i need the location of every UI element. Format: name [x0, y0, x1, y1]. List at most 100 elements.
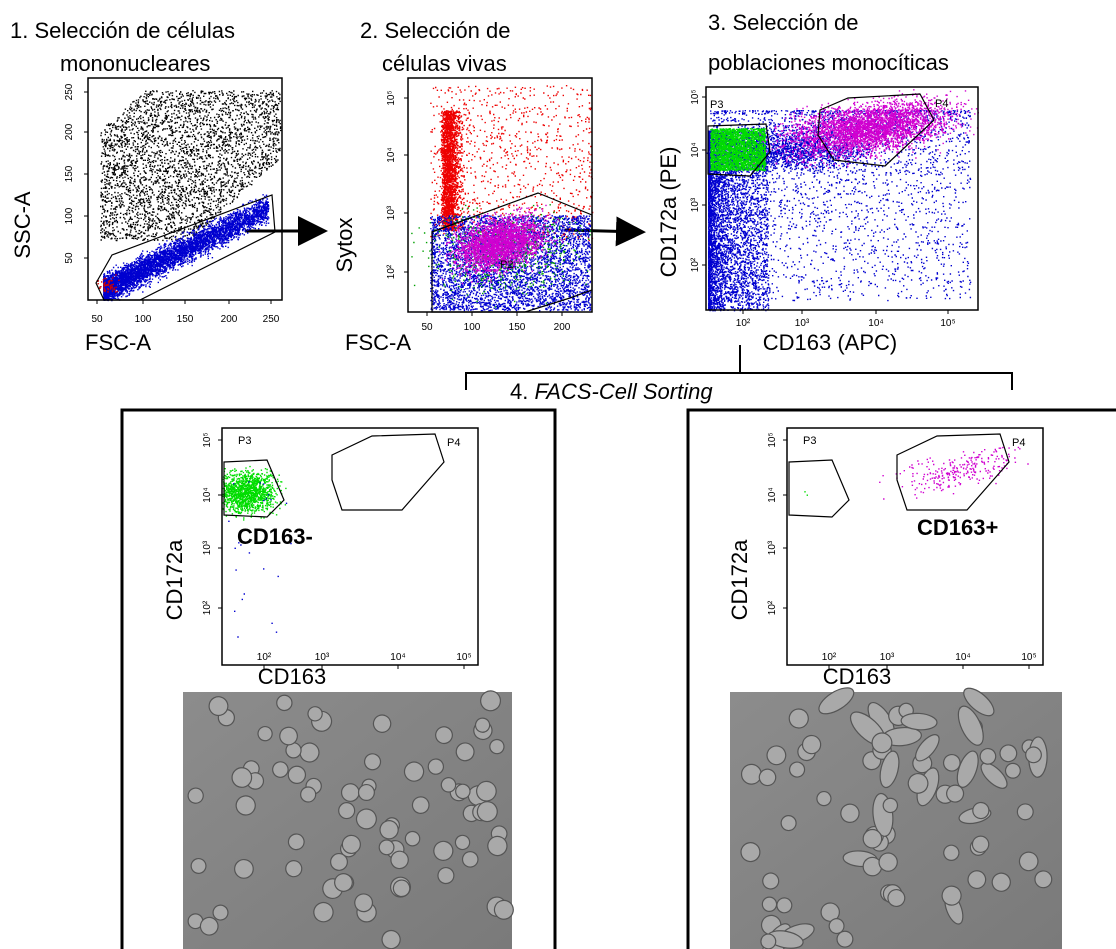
x-tick-label: 10⁵ [456, 652, 471, 663]
y-tick-label: 10⁴ [690, 142, 701, 157]
cell [437, 866, 455, 885]
x-tick-label: 10⁴ [868, 318, 883, 329]
panel-title: 2. Selección de [360, 18, 510, 43]
cell [330, 852, 348, 871]
plot-frame [786, 427, 1044, 666]
event-cloud [879, 446, 1029, 500]
y-tick-label: 10³ [690, 197, 701, 212]
cell [760, 933, 777, 949]
cell [801, 734, 822, 755]
event-cloud [100, 90, 282, 242]
cell [1004, 762, 1021, 779]
panel-title: poblaciones monocíticas [708, 50, 949, 75]
cell [840, 803, 860, 823]
x-tick-label: 50 [91, 314, 103, 325]
cell [762, 872, 780, 890]
cell [307, 706, 323, 722]
x-tick-label: 200 [221, 314, 238, 325]
gate-label: P3 [803, 435, 816, 447]
cell [788, 708, 809, 729]
cell [257, 725, 273, 742]
cell [979, 747, 997, 765]
event-cloud [103, 194, 270, 302]
cell [879, 750, 900, 789]
x-tick-label: 10⁴ [955, 652, 970, 663]
cell [235, 795, 256, 816]
gate [788, 459, 850, 518]
cell [487, 835, 508, 857]
y-tick-label: 10⁵ [690, 89, 701, 104]
y-tick-label: 10² [202, 600, 213, 615]
event-cloud [710, 128, 767, 172]
gate [707, 123, 771, 177]
cell [776, 897, 793, 914]
event-cloud [708, 130, 770, 312]
y-tick-label: 10⁴ [386, 147, 397, 162]
y-tick-label: 250 [64, 83, 75, 100]
x-tick-label: 100 [135, 314, 152, 325]
x-axis-label: CD163 (APC) [763, 330, 897, 355]
gate-label: P4 [935, 98, 948, 110]
plot-frame [705, 86, 979, 311]
cell [461, 851, 479, 868]
y-tick-label: 10⁵ [386, 90, 397, 105]
cell [971, 835, 990, 854]
cell [355, 808, 377, 830]
cell [957, 705, 984, 746]
event-cloud [440, 110, 471, 232]
x-tick-label: 10⁵ [1021, 652, 1036, 663]
gate-label: P3 [238, 435, 251, 447]
x-tick-label: 10² [257, 652, 272, 663]
cell [454, 834, 471, 851]
gate-label: P3 [710, 99, 723, 111]
cell [340, 783, 360, 802]
arrow [564, 216, 646, 247]
event-cloud [804, 491, 808, 496]
x-tick-label: 150 [509, 322, 526, 333]
x-tick-label: 10³ [880, 652, 895, 663]
cell [455, 783, 471, 800]
cell [963, 687, 995, 717]
cell [338, 802, 356, 820]
gate [223, 459, 285, 518]
x-tick-label: 200 [554, 322, 571, 333]
y-axis-label: CD172a [727, 539, 752, 620]
cell [287, 833, 305, 851]
x-tick-label: 10² [822, 652, 837, 663]
sorting-title: 4. FACS-Cell Sorting [510, 379, 713, 404]
x-tick-label: 10³ [795, 318, 810, 329]
cell [231, 767, 253, 788]
event-cloud [96, 274, 120, 293]
cell [392, 879, 411, 898]
cell [999, 744, 1018, 763]
sorting-label: FACS-Cell Sorting [534, 379, 713, 404]
cell [836, 930, 854, 948]
cell [334, 873, 353, 892]
cell [871, 732, 893, 754]
event-cloud [222, 465, 287, 521]
y-tick-label: 10³ [386, 205, 397, 220]
event-cloud [430, 85, 594, 242]
y-tick-label: 10⁴ [202, 487, 213, 502]
cell [279, 726, 298, 746]
x-tick-label: 100 [464, 322, 481, 333]
cell [900, 712, 938, 731]
x-tick-label: 10² [736, 318, 751, 329]
event-cloud [753, 89, 979, 169]
panel-title: mononucleares [60, 51, 210, 76]
plot-frame [407, 77, 593, 313]
x-axis-label: CD163 [258, 664, 326, 689]
cell [276, 694, 293, 712]
cell [788, 761, 806, 778]
cell [363, 753, 382, 771]
y-tick-label: 10⁴ [767, 487, 778, 502]
cell [816, 790, 832, 807]
cell [299, 742, 320, 763]
cell [199, 916, 219, 936]
gate [331, 433, 445, 511]
cell [972, 801, 990, 820]
cell [758, 768, 777, 787]
x-tick-label: 10⁴ [390, 652, 405, 663]
cell [476, 780, 497, 802]
cell [828, 918, 845, 935]
